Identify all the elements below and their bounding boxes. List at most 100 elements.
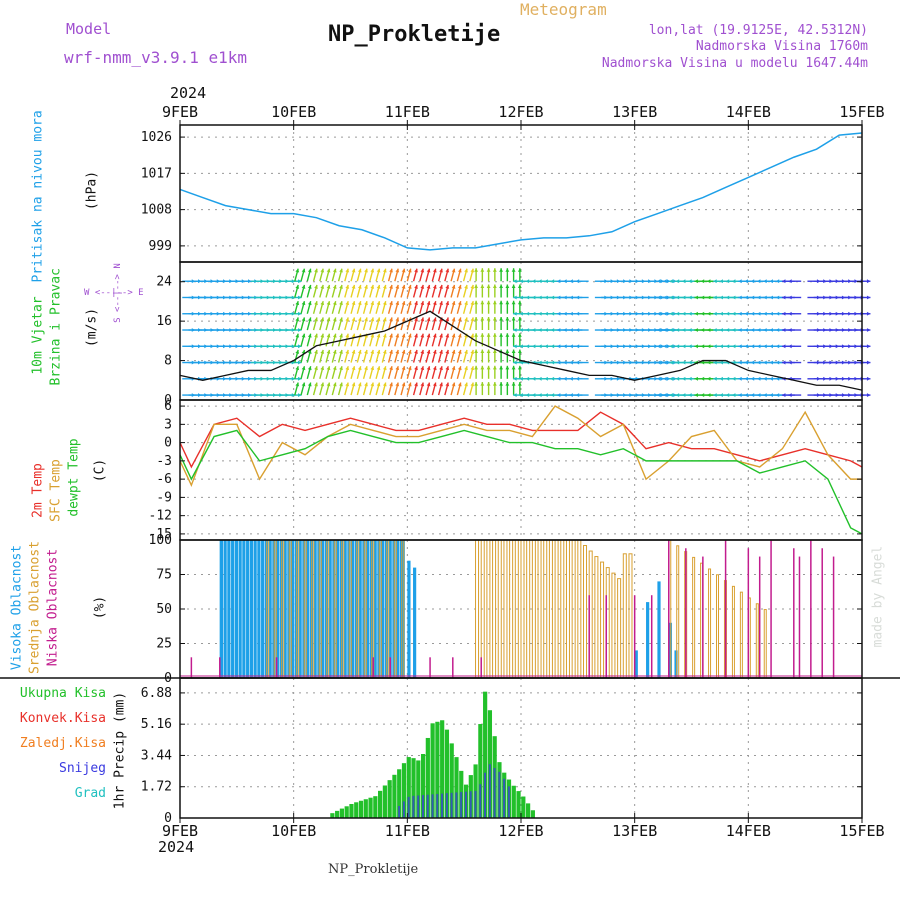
y-tick-label: 6.88: [141, 686, 172, 701]
wind-arrow-head: [395, 317, 400, 322]
wind-arrow-head: [706, 311, 711, 316]
wind-arrow-head: [307, 268, 312, 273]
wind-arrow-head: [513, 295, 517, 300]
cloud-mid-bar: [583, 545, 588, 679]
wind-arrow-head: [517, 317, 522, 321]
cloud-mid-label: Srednja Oblacnost: [27, 540, 43, 675]
wind-arrow-head: [563, 295, 567, 300]
cloud-mid-bar: [497, 539, 502, 679]
wind-arrow-head: [376, 284, 381, 289]
wind-arrow-head: [445, 349, 450, 354]
wind-compass-sn: S <--|--> N: [113, 263, 123, 323]
cloud-high-bar: [261, 540, 265, 678]
wind-arrow-head: [332, 301, 337, 306]
wind-arrow-head: [688, 376, 692, 381]
wind-arrow-head: [295, 349, 300, 354]
wind-arrow-head: [706, 279, 711, 284]
x-tick-label-bottom: 15FEB: [839, 822, 884, 840]
wind-arrow-head: [505, 284, 510, 288]
y-tick-label: 999: [149, 239, 172, 254]
y-tick-label: 16: [156, 314, 172, 329]
wind-arrow-head: [432, 333, 437, 338]
altitude-text: Nadmorska Visina 1760m: [695, 39, 868, 54]
wind-arrow-head: [744, 393, 748, 397]
wind-arrow-head: [525, 295, 530, 300]
wind-arrow-head: [345, 268, 350, 273]
wind-arrow-head: [513, 360, 517, 365]
wind-arrow-head: [492, 317, 497, 321]
wind-arrow-head: [663, 295, 667, 300]
cloud-high-bar: [358, 540, 362, 678]
wind-arrow-head: [376, 268, 381, 273]
precip-snow-bar: [445, 793, 448, 818]
wind-arrow-head: [569, 311, 573, 316]
precip-total-bar: [454, 757, 459, 818]
wind-arrow-head: [382, 366, 387, 371]
wind-arrow-head: [445, 284, 450, 289]
wind-arrow-head: [681, 311, 686, 316]
wind-arrow-head: [700, 279, 705, 284]
wind-arrow-head: [517, 268, 522, 272]
wind-arrow-head: [519, 376, 523, 381]
cloud-mid-bar: [731, 585, 735, 679]
wind-arrow-head: [301, 317, 306, 322]
wind-arrow-head: [525, 344, 530, 349]
wind-arrow-head: [719, 328, 723, 332]
wind-arrow-head: [738, 328, 742, 332]
wind-arrow-head: [719, 376, 723, 381]
wind-arrow-head: [563, 344, 567, 349]
precip-snow-bar: [431, 794, 434, 818]
wind-arrow-head: [544, 328, 548, 332]
wind-arrow-head: [763, 360, 767, 365]
wind-arrow-head: [731, 328, 736, 332]
wind-arrow-head: [675, 344, 680, 349]
cloud-high-bar: [283, 540, 287, 678]
cloud-mid-bar: [622, 553, 627, 679]
wind-arrow-head: [513, 344, 517, 349]
wind-arrow-head: [357, 382, 362, 387]
wind-arrow-head: [339, 268, 343, 273]
wind-arrow-head: [531, 279, 536, 284]
wind-arrow-head: [694, 279, 698, 284]
wind-arrow-head: [307, 366, 312, 371]
wind-arrow-head: [307, 284, 312, 289]
cloud-high-bar: [388, 540, 392, 678]
wind-arrow-head: [376, 333, 381, 338]
precip-total-bar: [483, 691, 488, 818]
wind-arrow-head: [301, 382, 306, 387]
wind-arrow-head: [370, 333, 375, 338]
precip-snow-bar: [460, 792, 463, 818]
wind-arrow-head: [432, 268, 437, 273]
wind-arrow-head: [525, 376, 530, 381]
wind-arrow-head: [505, 349, 510, 354]
wind-arrow-head: [538, 295, 542, 300]
x-tick-label-top: 12FEB: [498, 103, 543, 121]
wind-arrow-head: [301, 268, 306, 273]
wind-arrow-head: [511, 268, 516, 272]
wind-arrow-head: [719, 279, 723, 284]
cloud-mid-bar: [763, 609, 767, 679]
wind-arrow-head: [713, 279, 717, 284]
wind-arrow-head: [781, 295, 786, 300]
wind-arrow-head: [738, 279, 742, 284]
wind-arrow-head: [706, 344, 711, 349]
wind-arrow-head: [538, 311, 542, 316]
precip-conv-label: Konvek.Kisa: [19, 711, 106, 726]
precip-total-bar: [363, 799, 368, 818]
precip-snow-bar: [412, 795, 415, 818]
precip-snow-bar: [479, 784, 482, 818]
wind-arrow-head: [675, 393, 680, 397]
x-tick-label-bottom: 10FEB: [271, 822, 316, 840]
wind-arrow-head: [563, 279, 567, 284]
wind-arrow-head: [517, 284, 522, 288]
wind-arrow-head: [656, 328, 661, 332]
wind-arrow-head: [513, 279, 517, 284]
wind-arrow-head: [474, 365, 479, 370]
wind-arrow-head: [656, 295, 661, 300]
wind-arrow-head: [681, 360, 686, 365]
footer-title: NP_Prokletije: [328, 862, 419, 877]
cloud-high-bar: [321, 540, 325, 678]
wind-arrow-head: [769, 295, 773, 300]
wind-arrow-head: [738, 376, 742, 381]
wind-arrow-head: [744, 344, 748, 349]
